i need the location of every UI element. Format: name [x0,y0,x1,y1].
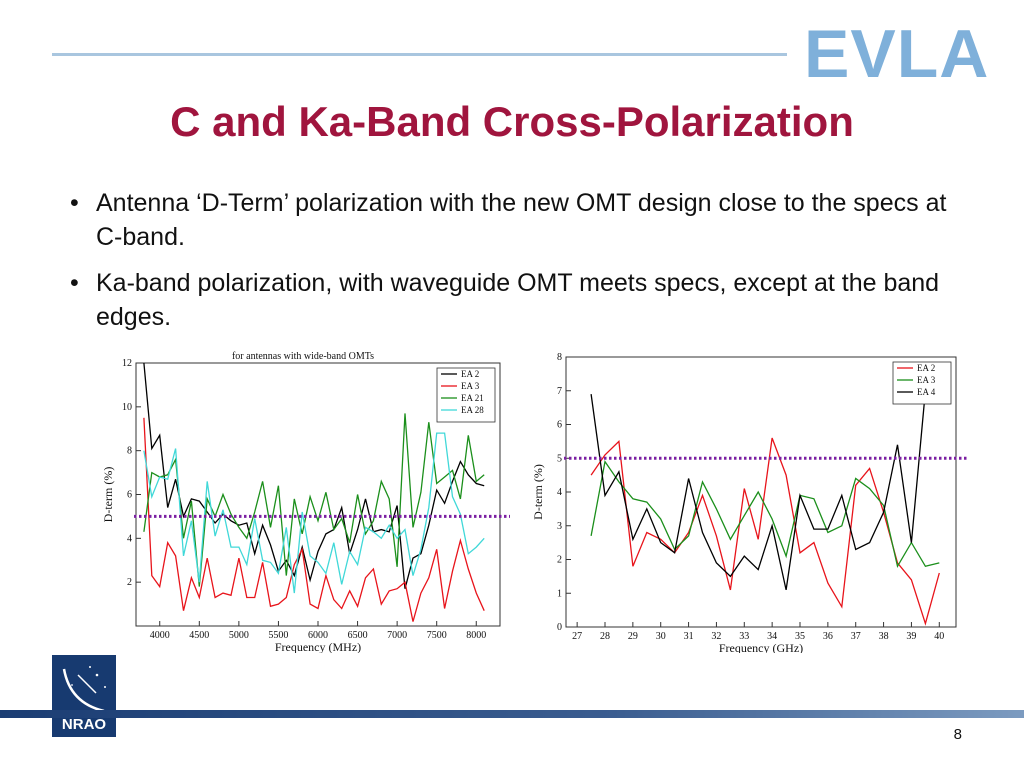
y-tick-label: 4 [557,487,562,498]
y-tick-label: 8 [127,446,132,457]
chart-title: for antennas with wide-band OMTs [232,351,374,362]
legend-label: EA 3 [461,381,480,391]
legend-label: EA 2 [917,363,935,373]
legend-box [436,367,496,423]
x-tick-label: 7000 [387,630,407,641]
footer-bar [0,710,1024,718]
legend-label: EA 4 [917,387,936,397]
y-tick-label: 12 [122,358,132,369]
radio-telescope-icon [62,666,106,713]
bullet-item: Ka-band polarization, with waveguide OMT… [62,266,962,334]
x-tick-label: 8000 [466,630,486,641]
y-tick-label: 1 [557,588,562,599]
x-tick-label: 27 [572,631,582,642]
legend-box [892,361,952,405]
legend-label: EA 2 [461,369,479,379]
x-axis-label: Frequency (MHz) [275,640,361,653]
legend-label: EA 3 [917,375,936,385]
bullet-item: Antenna ‘D-Term’ polarization with the n… [62,186,962,254]
evla-logo: EVLA [804,16,990,92]
legend-label: EA 21 [461,393,484,403]
x-tick-label: 5000 [229,630,249,641]
x-tick-label: 5500 [268,630,288,641]
nrao-logo-text: NRAO [61,716,107,733]
x-tick-label: 39 [906,631,916,642]
series-line-ea-3 [143,417,485,622]
slide-title: C and Ka-Band Cross-Polarization [170,98,854,145]
x-tick-label: 38 [879,631,889,642]
y-tick-label: 2 [127,577,132,588]
y-tick-label: 3 [557,521,562,532]
bullet-list: Antenna ‘D-Term’ polarization with the n… [62,186,962,346]
x-tick-label: 28 [600,631,610,642]
y-tick-label: 5 [557,453,562,464]
x-tick-label: 29 [628,631,638,642]
x-tick-label: 36 [823,631,833,642]
x-tick-label: 6000 [308,630,328,641]
x-axis-label: Frequency (GHz) [719,641,803,653]
x-tick-label: 4500 [189,630,209,641]
y-tick-label: 10 [122,402,132,413]
x-tick-label: 33 [739,631,749,642]
page-number: 8 [953,726,962,743]
nrao-logo: NRAO [52,655,116,737]
x-tick-label: 7500 [427,630,447,641]
y-tick-label: 2 [557,555,562,566]
series-line-ea-4 [590,390,940,591]
y-axis-label: D-term (%) [531,464,545,520]
x-tick-label: 30 [656,631,666,642]
y-axis-label: D-term (%) [101,467,115,523]
x-tick-label: 31 [684,631,694,642]
x-tick-label: 6500 [348,630,368,641]
x-tick-label: 4000 [150,630,170,641]
x-tick-label: 32 [711,631,721,642]
y-tick-label: 4 [127,533,132,544]
y-tick-label: 7 [557,386,562,397]
legend-label: EA 28 [461,405,484,415]
series-line-ea-3 [590,459,940,569]
x-tick-label: 35 [795,631,805,642]
series-line-ea-2 [590,437,940,626]
y-tick-label: 6 [557,420,562,431]
header-rule [52,53,787,56]
series-line-ea-2 [143,362,485,589]
ka-band-dterm-chart: 27 28 29 30 31 32 33 34 35 36 37 38 39 40012345678Fre… [531,352,968,653]
y-tick-label: 8 [557,352,562,363]
x-tick-label: 40 [934,631,944,642]
x-tick-label: 34 [767,631,777,642]
x-tick-label: 37 [851,631,861,642]
series-line-ea-28 [143,432,485,594]
y-tick-label: 0 [557,622,562,633]
y-tick-label: 6 [127,490,132,501]
